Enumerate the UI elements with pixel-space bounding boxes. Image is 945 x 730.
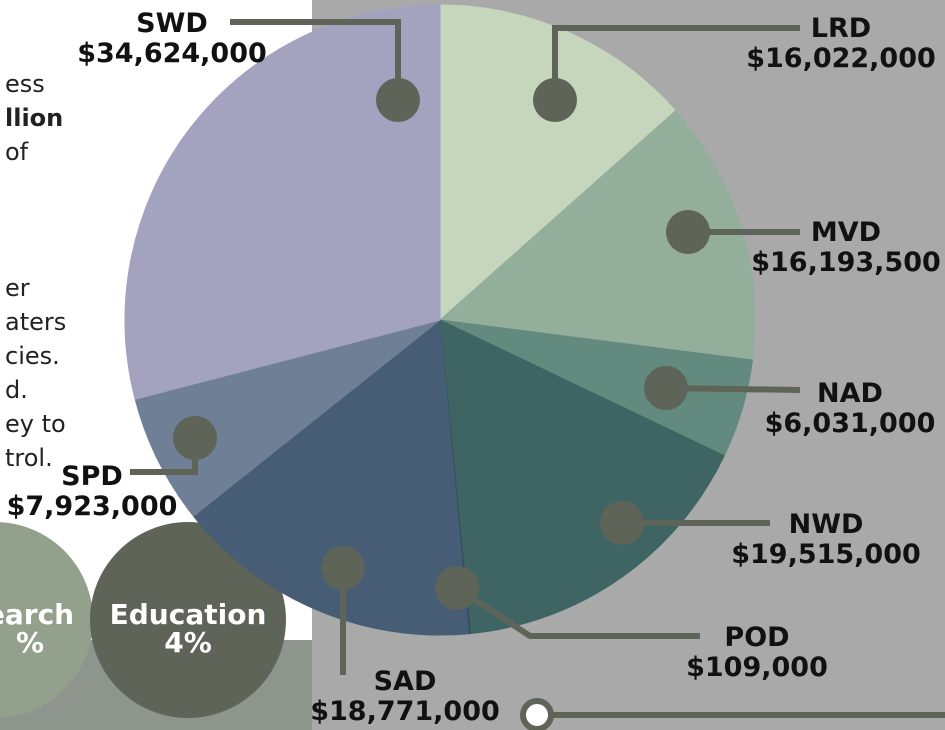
slice-value: $18,771,000 [310,696,500,727]
slice-value: $6,031,000 [765,408,936,439]
connector-dot [523,701,551,729]
bubble-value: 4% [164,626,212,659]
infographic: ess llion of er aters cies. d. ey to tro… [0,0,945,730]
side-text: llion [5,104,63,132]
bubble-value: % [16,626,44,659]
label-marker [376,78,420,122]
label-marker [666,210,710,254]
slice-name: LRD [811,13,871,44]
side-text: aters [5,308,66,336]
side-text: ess [5,70,45,98]
label-marker [533,78,577,122]
label-marker [321,546,365,590]
side-text: er [5,274,30,302]
slice-value: $16,193,500 [751,247,941,278]
slice-value: $19,515,000 [731,539,921,570]
label-marker [600,501,644,545]
slice-name: SAD [374,666,437,697]
slice-name: NWD [789,509,864,540]
slice-name: SPD [61,461,123,492]
side-text: d. [5,376,28,404]
pie [125,5,755,635]
slice-value: $7,923,000 [7,491,178,522]
label-marker [173,416,217,460]
slice-value: $109,000 [686,652,828,683]
label-marker [644,366,688,410]
slice-name: SWD [136,8,208,39]
side-text: cies. [5,342,60,370]
slice-name: MVD [811,217,881,248]
slice-name: NAD [817,378,883,409]
slice-name: POD [724,622,789,653]
side-text: trol. [5,444,53,472]
slice-value: $34,624,000 [77,38,267,69]
side-text: ey to [5,410,66,438]
slice-value: $16,022,000 [746,43,936,74]
side-text: of [5,138,29,166]
label-marker [435,566,479,610]
